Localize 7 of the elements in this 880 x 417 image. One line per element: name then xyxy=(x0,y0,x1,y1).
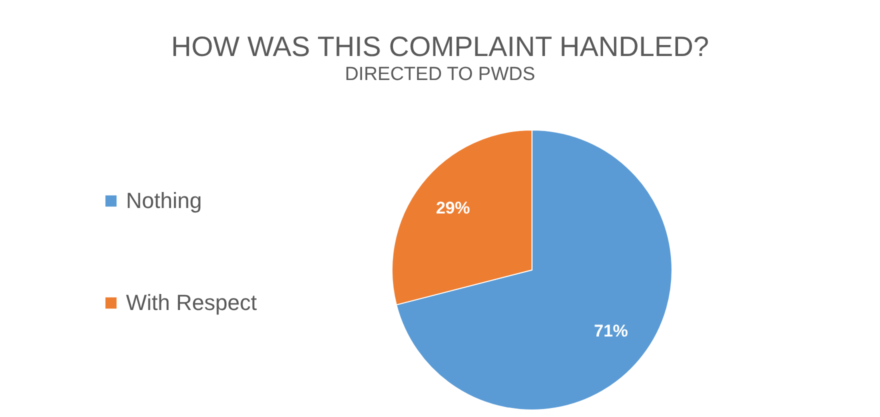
legend-label: With Respect xyxy=(126,290,257,315)
legend-label: Nothing xyxy=(126,188,202,213)
data-label: 71% xyxy=(594,321,628,340)
pie-slice xyxy=(396,130,672,410)
chart-subtitle: DIRECTED TO PWDS xyxy=(344,64,536,85)
data-label: 29% xyxy=(436,198,470,218)
chart-title: HOW WAS THIS COMPLAINT HANDLED? xyxy=(171,31,709,62)
